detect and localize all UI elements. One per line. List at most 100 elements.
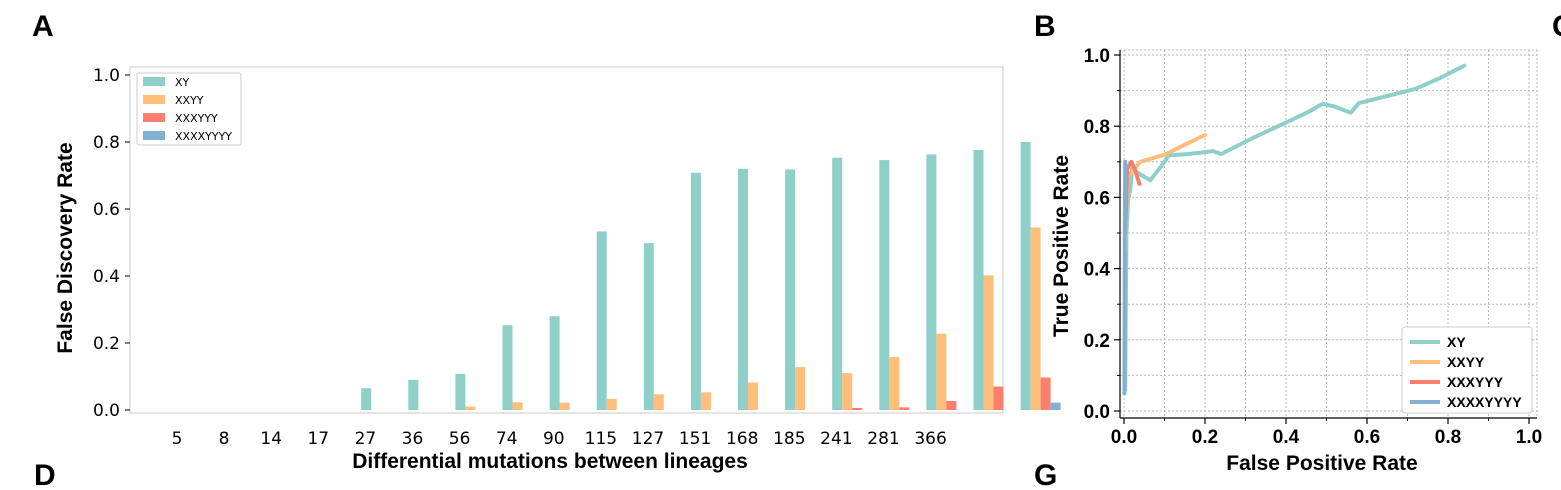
- bar-xxyy-366: [1030, 227, 1041, 410]
- x-tick-label: 17: [307, 429, 329, 449]
- y-tick-label: 0.8: [93, 133, 120, 153]
- bar-xxxyyy-366: [1040, 377, 1051, 410]
- bar-xxyy-241: [936, 333, 947, 410]
- x-tick-label: 151: [679, 429, 711, 449]
- axes-ticks: 0.0 0.2 0.4 0.6 0.8 1.0 0.0 0.2 0.4 0.6 0.8 1.0: [1084, 46, 1543, 448]
- x-tick-label: 0.8: [1435, 427, 1461, 448]
- legend-label-xxyy: XXYY: [1447, 354, 1485, 370]
- panel-label-b: B: [1034, 10, 1056, 43]
- y-tick-label: 0.4: [1084, 260, 1111, 281]
- legend-swatch-xxyy: [143, 95, 165, 104]
- x-tick-label: 5: [172, 429, 183, 449]
- bar-xxxyyy-281: [993, 386, 1004, 410]
- x-axis: 5 8 14 17 27 36 56 74 90 115 127 151 168 185 241 281 366: [172, 429, 947, 449]
- legend-label-xxxyyy: XXXYYY: [1447, 374, 1504, 390]
- panel-label-d: D: [34, 459, 56, 490]
- bar-xxxxyyyy-366: [1050, 402, 1061, 410]
- x-tick-label: 36: [402, 429, 424, 449]
- y-tick-label: 1.0: [1084, 46, 1110, 67]
- y-tick-label: 0.8: [1084, 117, 1110, 138]
- bar-xxyy-56: [559, 402, 570, 410]
- bar-xxyy-90: [653, 394, 664, 410]
- bar-xy-185: [879, 160, 890, 410]
- legend-swatch-xxxxyyyy: [143, 131, 165, 140]
- bar-xy-14: [361, 388, 372, 410]
- bar-xy-241: [926, 154, 937, 410]
- bar-xy-168: [832, 157, 843, 410]
- x-axis-title: Differential mutations between lineages: [352, 450, 748, 473]
- panel-label-g: G: [1034, 459, 1057, 490]
- x-tick-label: 27: [355, 429, 377, 449]
- bar-xy-74: [596, 231, 607, 410]
- y-tick-label: 0.4: [93, 267, 120, 287]
- roc-line-chart: 0.0 0.2 0.4 0.6 0.8 1.0 0.0 0.2 0.4 0.6 0.8 1.0 Tru…: [1050, 46, 1542, 475]
- x-tick-label: 74: [496, 429, 518, 449]
- y-tick-label: 0.6: [1084, 188, 1110, 209]
- x-tick-label: 168: [726, 429, 758, 449]
- bar-xy-90: [643, 243, 654, 410]
- x-tick-label: 115: [585, 429, 617, 449]
- x-tick-label: 0.4: [1273, 427, 1300, 448]
- legend-label-xxxxyyyy: XXXXYYYY: [1447, 394, 1522, 410]
- legend-label-xxxxyyyy: XXXXYYYY: [175, 130, 232, 143]
- bar-xy-56: [549, 316, 560, 410]
- legend: XY XXYY XXXYYY XXXXYYYY: [136, 72, 242, 146]
- bar-xxyy-168: [842, 373, 853, 410]
- y-tick-label: 1.0: [93, 66, 120, 86]
- bar-xy-36: [502, 325, 513, 410]
- series-line-xy: [1123, 63, 1467, 392]
- x-tick-label: 281: [867, 429, 899, 449]
- grid: [1120, 49, 1538, 418]
- x-tick-label: 127: [632, 429, 664, 449]
- bar-xxxyyy-185: [899, 407, 910, 410]
- legend-box: [1401, 326, 1533, 414]
- bar-xy-17: [408, 379, 419, 410]
- x-tick-label: 0.2: [1192, 427, 1218, 448]
- bar-xxyy-36: [512, 402, 523, 410]
- legend-box: [136, 72, 242, 146]
- bar-xy-115: [690, 172, 701, 410]
- bar-xxyy-74: [606, 398, 617, 410]
- y-axis-title: False Discovery Rate: [54, 142, 77, 353]
- legend-label-xxyy: XXYY: [175, 94, 204, 107]
- bar-xy-366: [1020, 142, 1031, 410]
- bar-xxyy-281: [983, 275, 994, 410]
- bar-xy-27: [455, 373, 466, 410]
- x-tick-label: 90: [543, 429, 565, 449]
- x-tick-label: 56: [449, 429, 471, 449]
- legend: XY XXYY XXXYYY XXXXYYYY: [1401, 326, 1533, 414]
- series-line-xxxxyyyy: [1122, 159, 1128, 396]
- bar-xy-151: [785, 169, 796, 410]
- x-tick-label: 366: [914, 429, 946, 449]
- bars: [361, 142, 1061, 411]
- panel-label-a: A: [32, 10, 54, 43]
- y-tick-label: 0.2: [1084, 331, 1110, 352]
- y-tick-label: 0.0: [93, 401, 120, 421]
- legend-swatch-xxxyyy: [143, 113, 165, 122]
- bar-xxyy-185: [889, 357, 900, 410]
- x-tick-label: 8: [219, 429, 230, 449]
- fdr-bar-chart: 0.0 0.2 0.4 0.6 0.8 1.0 5 8 14 17 27 36 56 74 90 115 12…: [54, 66, 1061, 473]
- legend-label-xxxyyy: XXXYYY: [175, 112, 218, 125]
- x-tick-label: 0.6: [1354, 427, 1380, 448]
- series-lines: [1122, 63, 1467, 396]
- bar-xy-127: [738, 168, 748, 410]
- panel-label-c: C: [1552, 10, 1561, 43]
- x-tick-label: 0.0: [1111, 427, 1137, 448]
- legend-label-xy: XY: [175, 76, 190, 89]
- y-tick-label: 0.6: [93, 200, 120, 220]
- bar-xxyy-115: [700, 392, 711, 410]
- y-tick-label: 0.0: [1084, 402, 1110, 423]
- bar-xxyy-27: [465, 406, 476, 410]
- x-tick-label: 241: [820, 429, 852, 449]
- y-axis: 0.0 0.2 0.4 0.6 0.8 1.0: [93, 66, 130, 421]
- bar-xxxyyy-168: [852, 407, 863, 410]
- x-tick-label: 185: [773, 429, 805, 449]
- x-axis-title: False Positive Rate: [1226, 452, 1417, 475]
- plot-frame: [129, 66, 1004, 414]
- x-tick-label: 1.0: [1516, 427, 1542, 448]
- bar-xxyy-151: [795, 367, 806, 410]
- legend-label-xy: XY: [1447, 334, 1466, 350]
- bar-xxyy-127: [748, 382, 758, 410]
